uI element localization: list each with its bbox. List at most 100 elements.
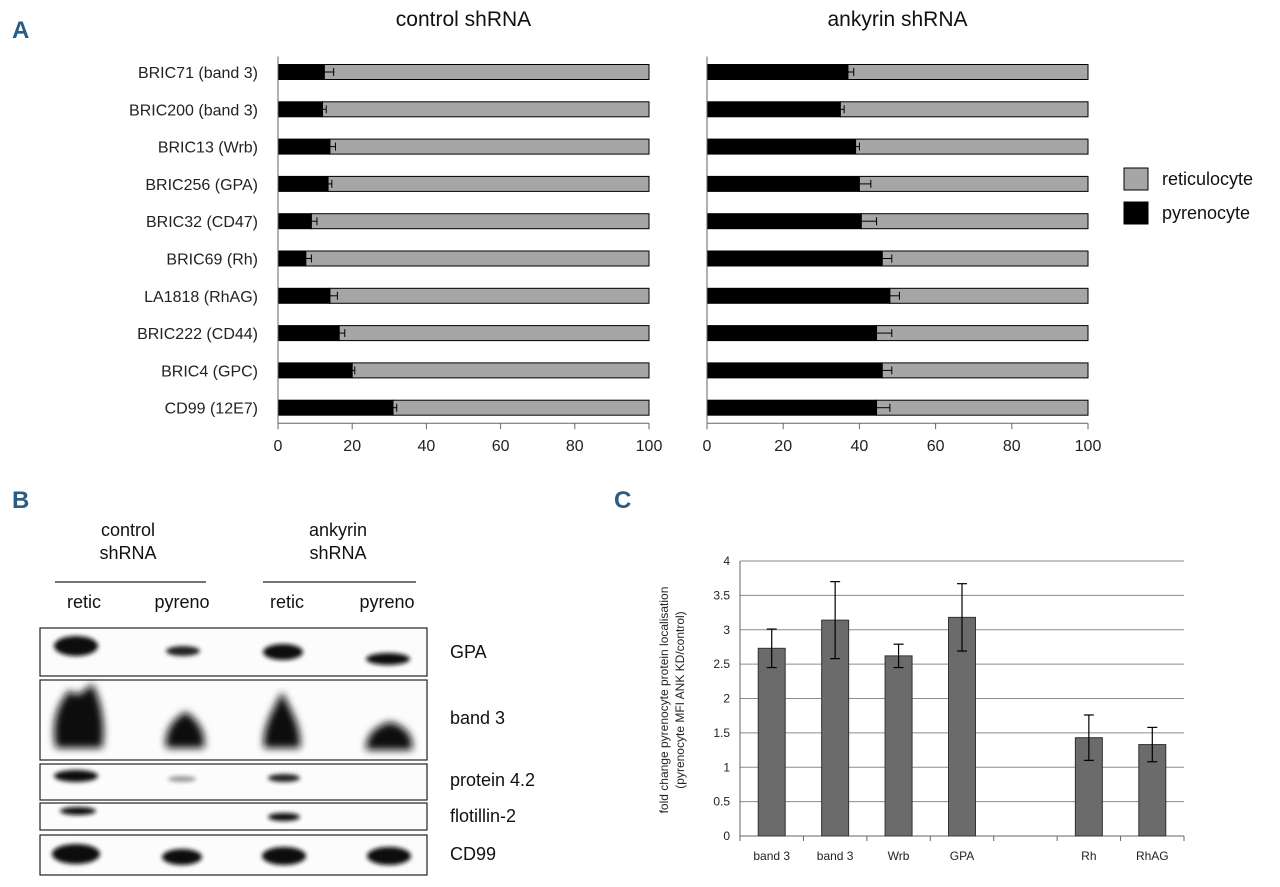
bar-pyrenocyte xyxy=(277,325,340,342)
y-axis-label: (pyrenocyte MFI ANK KD/control) xyxy=(673,611,687,788)
y-tick-label: 2 xyxy=(723,692,730,706)
bar-reticulocyte xyxy=(305,250,650,267)
bar-reticulocyte xyxy=(858,175,1089,192)
blot-label-cd99: CD99 xyxy=(450,844,496,864)
lane-label: pyreno xyxy=(154,592,209,612)
x-tick-label: 0 xyxy=(274,438,283,455)
blot-strip-flotillin2 xyxy=(39,802,428,831)
bar-reticulocyte xyxy=(327,175,650,192)
chart-control-shrna: control shRNA BRIC71 (band 3) BRIC200 (ban… xyxy=(129,8,662,455)
y-tick-label: 4 xyxy=(723,554,730,568)
category-label: BRIC222 (CD44) xyxy=(137,326,258,343)
x-tick-label: 40 xyxy=(418,438,436,455)
x-tick-label: 60 xyxy=(927,438,945,455)
panel-a-letter: A xyxy=(12,17,29,44)
category-label: BRIC71 (band 3) xyxy=(138,65,258,82)
group-label-line2: shRNA xyxy=(99,543,156,563)
bar-reticulocyte xyxy=(860,213,1089,230)
blot-strip-protein42 xyxy=(39,763,428,801)
legend-label: pyrenocyte xyxy=(1162,203,1250,223)
y-tick-label: 1.5 xyxy=(713,726,730,740)
x-tick-label: 20 xyxy=(774,438,792,455)
bar-pyrenocyte xyxy=(706,213,862,230)
bar-reticulocyte xyxy=(338,325,650,342)
category-label: BRIC200 (band 3) xyxy=(129,102,258,119)
y-tick-label: 1 xyxy=(723,760,730,774)
blot-strip-gpa xyxy=(39,627,428,677)
y-axis-label: fold change pyrenocyte protein localisat… xyxy=(657,587,671,814)
x-tick-label: band 3 xyxy=(817,849,854,863)
blot-label-gpa: GPA xyxy=(450,642,487,662)
blot-label-flotillin2: flotillin-2 xyxy=(450,806,516,826)
x-tick-label: 100 xyxy=(636,438,663,455)
blot-label-band3: band 3 xyxy=(450,708,505,728)
legend-swatch xyxy=(1123,201,1149,225)
bar-reticulocyte xyxy=(881,250,1089,267)
panel-c-letter: C xyxy=(614,487,631,514)
bar-reticulocyte xyxy=(876,399,1089,416)
bar-reticulocyte xyxy=(889,287,1089,304)
bar-reticulocyte xyxy=(329,138,650,155)
bar-reticulocyte xyxy=(351,362,650,379)
y-tick-label: 3.5 xyxy=(713,588,730,602)
bar-pyrenocyte xyxy=(706,325,878,342)
chart-ankyrin-shrna: ankyrin shRNA 0 20 40 60 80 100 xyxy=(703,8,1102,455)
bar-pyrenocyte xyxy=(277,175,329,192)
panel-b-letter: B xyxy=(12,487,29,514)
bar-pyrenocyte xyxy=(706,250,883,267)
bar xyxy=(884,655,913,837)
bar-pyrenocyte xyxy=(706,138,857,155)
x-tick-label: 20 xyxy=(343,438,361,455)
lane-label: pyreno xyxy=(359,592,414,612)
bar-pyrenocyte xyxy=(706,399,878,416)
category-label: BRIC13 (Wrb) xyxy=(158,140,258,157)
x-tick-label: Rh xyxy=(1081,849,1096,863)
bar-pyrenocyte xyxy=(277,101,324,118)
bar-reticulocyte xyxy=(310,213,650,230)
blot-label-protein42: protein 4.2 xyxy=(450,770,535,790)
bar-pyrenocyte xyxy=(277,64,325,80)
bar-reticulocyte xyxy=(392,399,650,416)
bar xyxy=(757,647,786,837)
bar-pyrenocyte xyxy=(706,175,860,192)
chart-fold-change: 0 0.5 1 1.5 2 2.5 3 3.5 4 band 3 band 3 Wrb GPA Rh RhA… xyxy=(657,554,1185,863)
legend-label: reticulocyte xyxy=(1162,169,1253,189)
bar-pyrenocyte xyxy=(706,362,883,379)
group-label-line1: control xyxy=(101,520,155,540)
y-tick-label: 0 xyxy=(723,829,730,843)
lane-label: retic xyxy=(270,592,304,612)
category-label: LA1818 (RhAG) xyxy=(144,289,258,306)
bar-pyrenocyte xyxy=(706,101,841,118)
x-tick-label: GPA xyxy=(950,849,974,863)
bar-reticulocyte xyxy=(329,287,650,304)
bar-pyrenocyte xyxy=(706,287,891,304)
category-label: BRIC256 (GPA) xyxy=(145,177,258,194)
bar-pyrenocyte xyxy=(277,250,307,267)
y-tick-label: 2.5 xyxy=(713,657,730,671)
bar-reticulocyte xyxy=(839,101,1089,118)
category-label: CD99 (12E7) xyxy=(165,401,258,418)
x-tick-label: band 3 xyxy=(753,849,790,863)
bar-pyrenocyte xyxy=(277,399,394,416)
bar-reticulocyte xyxy=(323,64,650,80)
bar-reticulocyte xyxy=(855,138,1089,155)
x-tick-label: 80 xyxy=(566,438,584,455)
x-tick-label: RhAG xyxy=(1136,849,1169,863)
category-label: BRIC69 (Rh) xyxy=(166,252,258,269)
bar-pyrenocyte xyxy=(277,213,312,230)
category-label: BRIC32 (CD47) xyxy=(146,214,258,231)
bar-reticulocyte xyxy=(876,325,1089,342)
bar-pyrenocyte xyxy=(277,138,331,155)
group-label-line2: shRNA xyxy=(309,543,366,563)
blot-strip-cd99 xyxy=(39,834,428,876)
group-label-line1: ankyrin xyxy=(309,520,367,540)
bar-reticulocyte xyxy=(322,101,650,118)
x-tick-label: 40 xyxy=(851,438,869,455)
bar-pyrenocyte xyxy=(706,64,849,80)
y-tick-label: 0.5 xyxy=(713,795,730,809)
x-tick-label: Wrb xyxy=(888,849,910,863)
legend-panel-a: reticulocyte pyrenocyte xyxy=(1123,167,1253,225)
x-tick-label: 0 xyxy=(703,438,712,455)
bar-pyrenocyte xyxy=(277,362,353,379)
